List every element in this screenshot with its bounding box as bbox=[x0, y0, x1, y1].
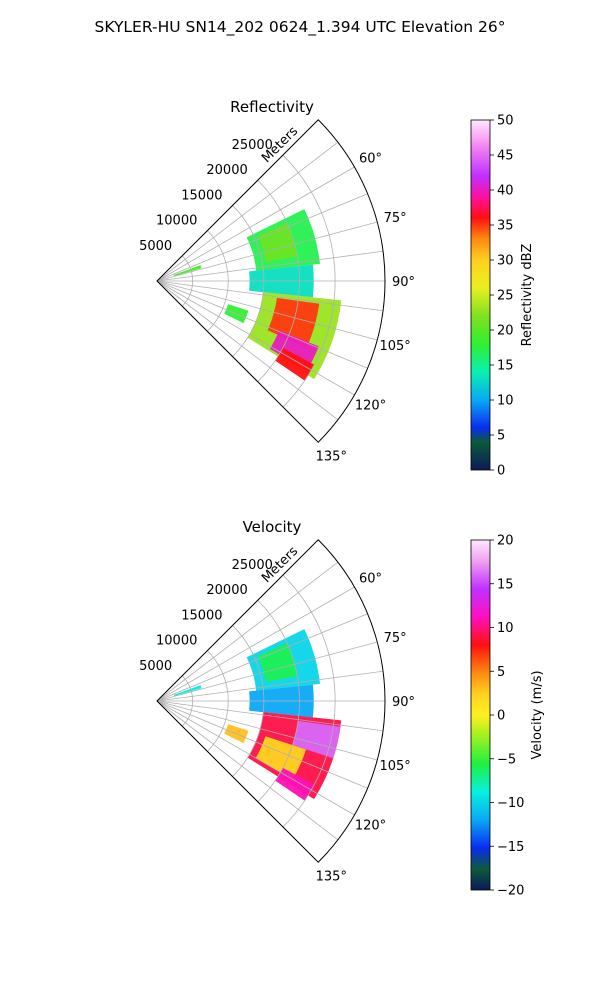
range-tick-label: 20000 bbox=[206, 583, 247, 598]
colorbar-tick-label: 25 bbox=[497, 289, 514, 304]
colorbar-ticks: 0 5 10 15 20 25 30 35 40 45 50 bbox=[490, 114, 514, 479]
echo-region bbox=[173, 265, 202, 277]
azimuth-spoke bbox=[156, 586, 355, 702]
range-tick-label: 25000 bbox=[232, 138, 273, 153]
panel-title: Velocity bbox=[243, 518, 302, 536]
azimuth-spoke bbox=[156, 250, 384, 282]
colorbar-tick-label: 10 bbox=[497, 394, 514, 409]
echo-region bbox=[257, 643, 298, 682]
colorbar-tick-label: 30 bbox=[497, 254, 514, 269]
azimuth-tick-label: 105° bbox=[379, 339, 410, 354]
sector-outline bbox=[156, 539, 386, 863]
colorbar-tick-label: 35 bbox=[497, 219, 514, 234]
azimuth-tick-label: 60° bbox=[359, 572, 382, 587]
range-tick-label: 15000 bbox=[181, 608, 222, 623]
range-tick-label: 20000 bbox=[206, 163, 247, 178]
colorbar-tick-label: −5 bbox=[497, 752, 516, 767]
colorbar-tick-label: −15 bbox=[497, 840, 524, 855]
azimuth-tick-label: 90° bbox=[392, 695, 415, 710]
colorbar-ticks: −20 −15 −10 −5 0 5 10 15 20 bbox=[490, 534, 524, 899]
echo-region bbox=[257, 223, 298, 262]
colorbar-tick-label: 15 bbox=[497, 577, 514, 592]
echo-layer bbox=[173, 629, 342, 801]
azimuth-spoke bbox=[156, 193, 368, 282]
azimuth-spoke bbox=[156, 141, 339, 282]
echo-region bbox=[173, 685, 202, 697]
colorbar-tick-label: −20 bbox=[497, 884, 524, 899]
sector-boundary bbox=[156, 539, 386, 863]
azimuth-tick-label: 75° bbox=[384, 211, 407, 226]
azimuth-tick-label: 105° bbox=[379, 759, 410, 774]
azimuth-tick-label: 120° bbox=[355, 398, 386, 413]
azimuth-tick-labels: 60° 75° 90° 105° 120° 135° bbox=[316, 152, 415, 465]
colorbar-tick-label: −10 bbox=[497, 796, 524, 811]
colorbar-label: Velocity (m/s) bbox=[530, 670, 545, 759]
colorbar: 0 5 10 15 20 25 30 35 40 45 50 Reflectivity dBZ bbox=[470, 114, 535, 479]
azimuth-spoke bbox=[156, 700, 355, 816]
colorbar: −20 −15 −10 −5 0 5 10 15 20 Velocity (m/s) bbox=[470, 534, 545, 899]
azimuth-spoke bbox=[156, 670, 384, 702]
colorbar-tick-label: 20 bbox=[497, 534, 514, 549]
azimuth-spoke bbox=[156, 561, 339, 702]
sector-outline bbox=[156, 119, 386, 443]
azimuth-spoke bbox=[156, 700, 368, 789]
sector-boundary bbox=[156, 119, 386, 443]
azimuth-tick-label: 60° bbox=[359, 152, 382, 167]
range-tick-label: 10000 bbox=[156, 214, 197, 229]
colorbar-tick-label: 5 bbox=[497, 429, 505, 444]
echo-region bbox=[275, 347, 315, 381]
azimuth-tick-label: 90° bbox=[392, 275, 415, 290]
azimuth-spoke bbox=[156, 700, 384, 732]
azimuth-spoke bbox=[156, 166, 355, 282]
azimuth-spoke bbox=[156, 221, 378, 282]
colorbar-tick-label: 0 bbox=[497, 464, 505, 479]
colorbar-tick-label: 50 bbox=[497, 114, 514, 129]
panel-title: Reflectivity bbox=[230, 98, 314, 116]
azimuth-tick-label: 135° bbox=[316, 869, 347, 884]
figure-title: SKYLER-HU SN14_202 0624_1.394 UTC Elevat… bbox=[95, 18, 506, 37]
colorbar-gradient bbox=[470, 119, 491, 471]
colorbar-tick-label: 5 bbox=[497, 665, 505, 680]
range-tick-labels: 5000 10000 15000 20000 25000 bbox=[139, 558, 273, 674]
reflectivity-panel: Reflectivity 5000 10000 15000 20000 25000 60… bbox=[139, 98, 535, 479]
azimuth-spoke bbox=[156, 280, 339, 421]
polar-grid bbox=[156, 539, 385, 863]
colorbar-tick-label: 40 bbox=[497, 184, 514, 199]
azimuth-tick-label: 135° bbox=[316, 449, 347, 464]
azimuth-tick-label: 120° bbox=[355, 818, 386, 833]
colorbar-gradient bbox=[470, 539, 491, 891]
azimuth-spoke bbox=[156, 280, 378, 341]
range-tick-label: 5000 bbox=[139, 659, 172, 674]
colorbar-tick-label: 0 bbox=[497, 709, 505, 724]
colorbar-tick-label: 10 bbox=[497, 621, 514, 636]
azimuth-spoke bbox=[156, 641, 378, 702]
azimuth-spoke bbox=[156, 613, 368, 702]
azimuth-tick-labels: 60° 75° 90° 105° 120° 135° bbox=[316, 572, 415, 885]
colorbar-tick-label: 15 bbox=[497, 359, 514, 374]
azimuth-tick-label: 75° bbox=[384, 631, 407, 646]
echo-region bbox=[275, 767, 315, 801]
azimuth-spoke bbox=[156, 280, 355, 396]
colorbar-tick-label: 20 bbox=[497, 324, 514, 339]
range-tick-label: 5000 bbox=[139, 239, 172, 254]
colorbar-tick-label: 45 bbox=[497, 149, 514, 164]
azimuth-spoke bbox=[156, 700, 378, 761]
azimuth-spoke bbox=[156, 280, 368, 369]
velocity-panel: Velocity 5000 10000 15000 20000 25000 60° 75°… bbox=[139, 518, 545, 899]
range-tick-label: 15000 bbox=[181, 188, 222, 203]
echo-layer bbox=[173, 209, 342, 381]
range-tick-label: 25000 bbox=[232, 558, 273, 573]
range-tick-label: 10000 bbox=[156, 634, 197, 649]
polar-grid bbox=[156, 119, 385, 443]
colorbar-label: Reflectivity dBZ bbox=[520, 244, 535, 347]
azimuth-spoke bbox=[156, 700, 339, 841]
azimuth-spoke bbox=[156, 280, 384, 312]
range-tick-labels: 5000 10000 15000 20000 25000 bbox=[139, 138, 273, 254]
